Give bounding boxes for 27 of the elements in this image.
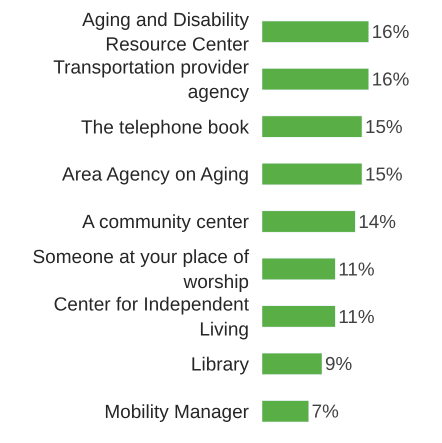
y-tick-label: The telephone book <box>81 117 250 138</box>
data-label: 9% <box>325 353 352 374</box>
data-label: 7% <box>312 400 340 422</box>
data-label: 15% <box>365 116 403 138</box>
y-tick-label: Library <box>190 354 250 376</box>
bar <box>262 163 362 185</box>
data-label: 11% <box>338 258 375 280</box>
data-label: 16% <box>372 68 410 90</box>
bar <box>262 116 362 138</box>
y-tick-label: Center for Independent Living <box>54 294 250 340</box>
bar <box>262 352 322 375</box>
y-tick-label: A community center <box>82 212 250 234</box>
bar <box>262 258 336 280</box>
y-tick-label: Transportation provider agency <box>53 57 250 104</box>
bar <box>262 68 369 90</box>
y-tick-label: Mobility Manager <box>104 402 250 423</box>
data-label: 11% <box>338 306 375 327</box>
data-label: 15% <box>365 163 403 184</box>
bar <box>262 210 356 232</box>
bar <box>262 305 336 328</box>
y-tick-label: Area Agency on Aging <box>62 164 249 186</box>
y-tick-label: Someone at your place of worship <box>32 247 250 293</box>
bar <box>262 400 309 422</box>
bar <box>262 20 369 43</box>
data-label: 14% <box>358 210 396 232</box>
data-label: 16% <box>372 21 410 42</box>
y-tick-label: Aging and Disability Resource Center <box>82 10 250 56</box>
